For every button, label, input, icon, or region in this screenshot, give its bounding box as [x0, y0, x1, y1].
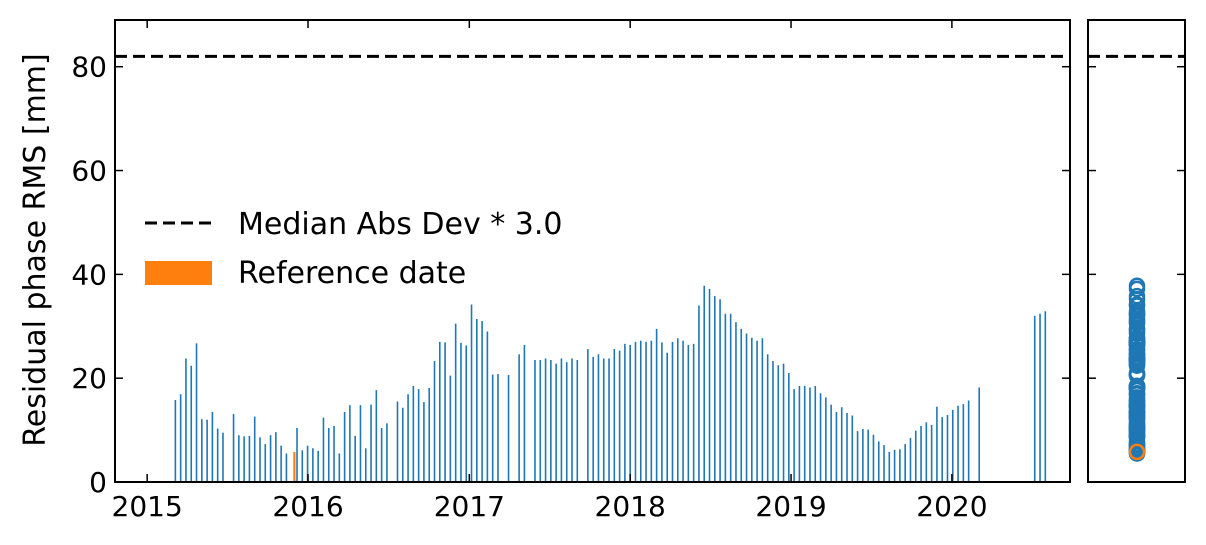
legend: Median Abs Dev * 3.0 Reference date: [145, 207, 562, 291]
x-tick-label: 2019: [755, 490, 826, 523]
y-tick-label: 60: [71, 155, 107, 188]
scatter-point: [1128, 346, 1146, 363]
main-x-tick-labels: 2015 2016 2017 2018 2019 2020: [112, 490, 988, 523]
bar-series: [174, 285, 1047, 482]
scatter-point-reference: [1128, 443, 1146, 461]
side-scatter-chart: [1087, 19, 1186, 483]
scatter-point: [1128, 297, 1146, 314]
main-plot-frame: [114, 19, 1071, 483]
x-tick-label: 2015: [112, 490, 183, 523]
y-tick-label: 20: [71, 362, 107, 395]
y-tick-label: 0: [89, 466, 107, 499]
x-tick-label: 2016: [272, 490, 343, 523]
scatter-point: [1128, 280, 1146, 298]
legend-label-threshold: Median Abs Dev * 3.0: [238, 207, 562, 242]
scatter-point: [1128, 329, 1146, 347]
y-tick-label: 80: [71, 51, 107, 84]
scatter-point: [1128, 302, 1146, 320]
side-plot-frame: [1087, 19, 1186, 483]
scatter-point: [1128, 355, 1146, 372]
x-tick-label: 2020: [916, 490, 987, 523]
main-y-tick-labels: 0 20 40 60 80: [71, 51, 107, 499]
scatter-point: [1128, 313, 1146, 331]
legend-reference-swatch: [145, 261, 212, 285]
y-axis-label: Residual phase RMS [mm]: [18, 53, 53, 446]
x-tick-label: 2017: [434, 490, 505, 523]
y-tick-label: 40: [71, 258, 107, 291]
scatter-point: [1128, 379, 1146, 396]
legend-label-reference: Reference date: [238, 256, 466, 291]
x-tick-label: 2018: [595, 490, 666, 523]
scatter-series: [1128, 277, 1146, 462]
main-tick-marks: [115, 20, 1070, 483]
